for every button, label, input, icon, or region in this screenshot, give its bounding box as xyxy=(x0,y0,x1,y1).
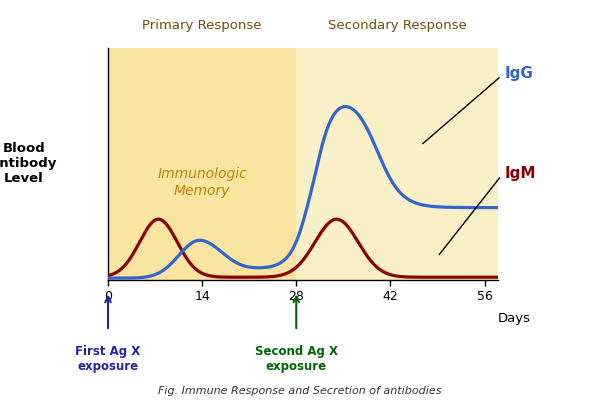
Text: First Ag X
exposure: First Ag X exposure xyxy=(76,345,140,373)
Text: IgM: IgM xyxy=(505,166,536,181)
Text: Blood
Antibody
Level: Blood Antibody Level xyxy=(0,142,58,186)
Text: Second Ag X
exposure: Second Ag X exposure xyxy=(255,345,338,373)
Bar xyxy=(108,48,296,280)
Bar xyxy=(296,48,498,280)
Text: IgG: IgG xyxy=(505,66,533,81)
Text: Secondary Response: Secondary Response xyxy=(328,19,467,32)
Text: Days: Days xyxy=(498,312,531,326)
Text: Fig. Immune Response and Secretion of antibodies: Fig. Immune Response and Secretion of an… xyxy=(158,386,442,396)
Text: Immunologic
Memory: Immunologic Memory xyxy=(157,168,247,198)
Text: Primary Response: Primary Response xyxy=(142,19,262,32)
